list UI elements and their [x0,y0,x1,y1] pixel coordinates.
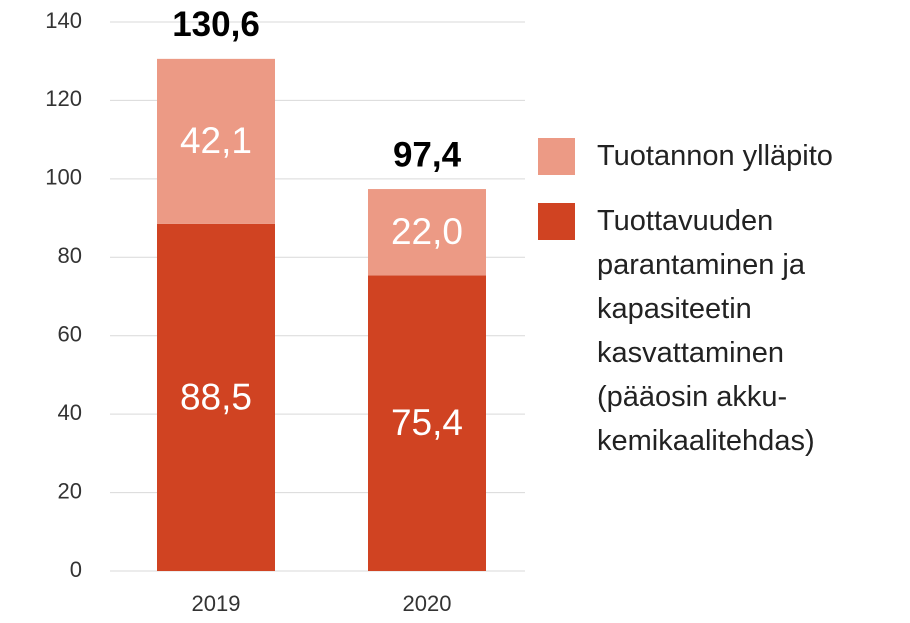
legend-swatch [538,203,575,240]
y-tick-label: 20 [58,478,82,503]
y-tick-label: 100 [45,165,82,190]
y-tick-label: 120 [45,86,82,111]
bar-segment [368,189,486,276]
legend-label: Tuottavuuden parantaminen ja kapasiteeti… [597,205,815,457]
data-label: 42,1 [180,120,252,161]
y-tick-label: 0 [70,557,82,582]
total-label: 130,6 [172,5,260,44]
bar-segment [157,223,275,572]
data-label: 75,4 [391,402,463,443]
y-tick-label: 80 [58,243,82,268]
bar-segment [368,275,486,571]
total-label: 97,4 [393,135,462,174]
legend-swatch [538,138,575,175]
y-tick-label: 60 [58,322,82,347]
legend-label: Tuotannon ylläpito [597,140,833,172]
data-label: 88,5 [180,376,252,417]
data-label: 22,0 [391,211,463,252]
y-tick-label: 40 [58,400,82,425]
x-tick-label: 2020 [403,591,452,616]
y-tick-label: 140 [45,8,82,33]
bar-segment [157,58,275,224]
x-tick-label: 2019 [192,591,241,616]
